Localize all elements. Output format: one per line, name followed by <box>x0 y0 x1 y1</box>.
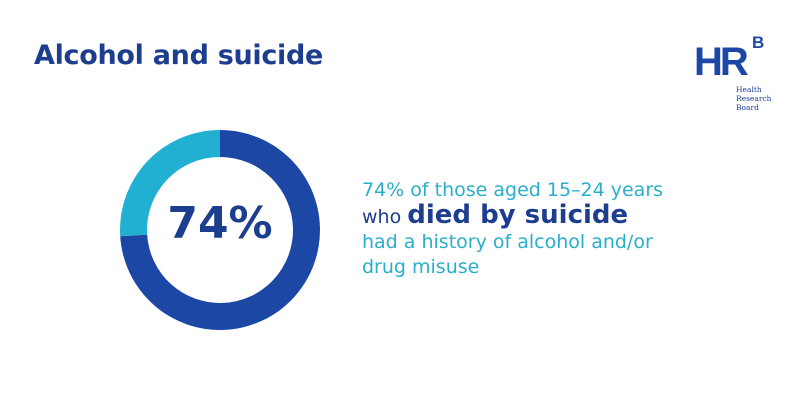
description-emphasis: died by suicide <box>407 200 629 230</box>
hrb-logo: HR B Health Research Board <box>694 34 784 118</box>
logo-line: Board <box>736 103 759 112</box>
description-line-2-prefix: who <box>362 206 408 228</box>
description: 74% of those aged 15–24 years who died b… <box>362 178 663 280</box>
description-line-4: drug misuse <box>362 256 480 278</box>
logo-superscript: B <box>752 33 765 52</box>
logo-line: Health <box>736 85 762 94</box>
logo-letters: HR <box>694 40 749 84</box>
donut-chart <box>120 130 320 330</box>
logo-line: Research <box>736 94 772 103</box>
donut-segment-other <box>120 130 220 237</box>
description-line-1: 74% of those aged 15–24 years <box>362 179 664 201</box>
center-percentage: 74% <box>167 198 273 249</box>
description-line-3: had a history of alcohol and/or <box>362 231 653 253</box>
logo-text: Health Research Board <box>736 85 771 112</box>
page-title: Alcohol and suicide <box>34 40 324 71</box>
